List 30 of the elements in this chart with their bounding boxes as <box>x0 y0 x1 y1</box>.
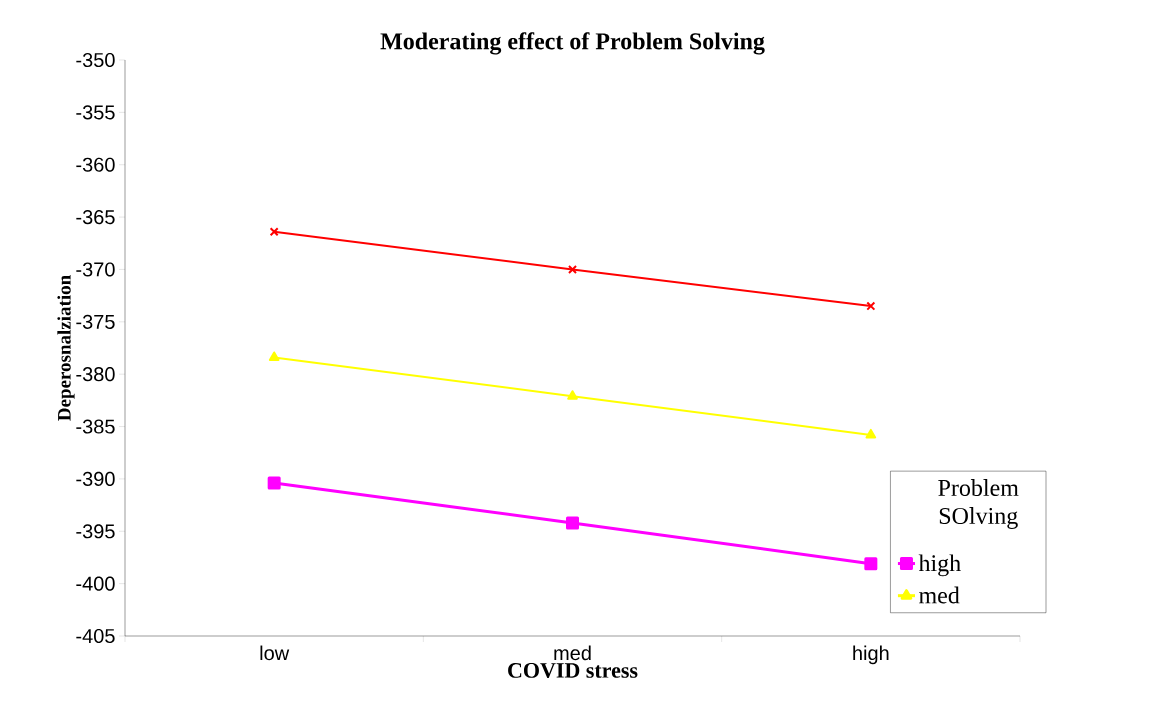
point <box>267 476 281 490</box>
y-tick-label: -375 <box>76 314 115 329</box>
y-tick-label: -395 <box>76 524 115 539</box>
y-tick-label: -370 <box>76 262 115 277</box>
point <box>567 264 578 274</box>
y-tick-label: -350 <box>76 52 115 68</box>
y-tick-label: -355 <box>76 105 115 120</box>
x-tick-label: med <box>554 645 591 661</box>
point <box>567 390 578 400</box>
x-axis-title: COVID stress <box>508 663 638 678</box>
y-tick-label: -365 <box>76 210 115 225</box>
chart-title: Moderating effect of Problem Solving <box>380 32 765 55</box>
point <box>866 301 876 311</box>
y-tick-label: -360 <box>76 157 115 172</box>
x-tick-label: low <box>260 645 290 661</box>
x-tick-label: high <box>853 645 889 665</box>
point <box>865 428 877 439</box>
legend-title: Problem SOlving <box>938 479 1019 529</box>
y-tick-label: -400 <box>76 576 115 591</box>
point <box>566 516 580 530</box>
point <box>864 557 878 571</box>
y-tick-label: -390 <box>76 471 115 486</box>
legend-label: high <box>918 554 961 577</box>
point <box>268 351 280 361</box>
y-axis-title: Deperosnalziation <box>57 275 75 421</box>
y-tick-label: -405 <box>76 628 115 644</box>
y-tick-label: -380 <box>76 367 115 382</box>
point <box>269 227 279 237</box>
y-tick-label: -385 <box>76 419 115 434</box>
legend-label: med <box>919 586 960 604</box>
